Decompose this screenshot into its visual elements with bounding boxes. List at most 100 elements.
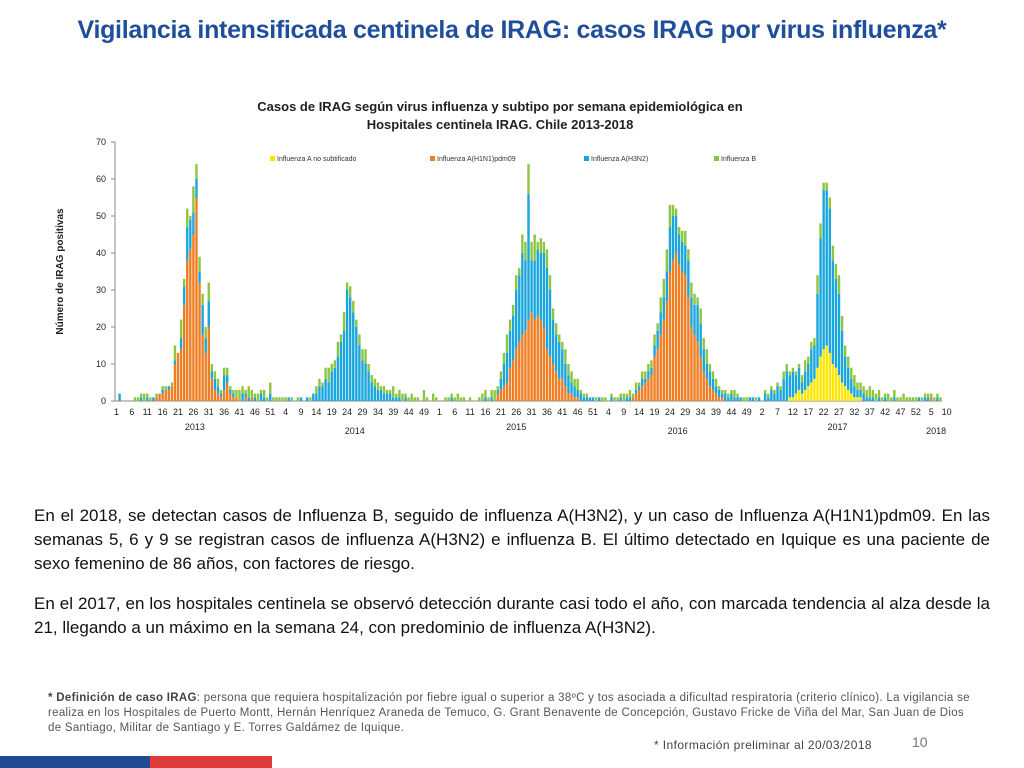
bar-segment-b xyxy=(570,371,573,383)
bar-segment-h3n2 xyxy=(324,378,327,401)
bar-segment-b xyxy=(616,397,619,401)
x-tick-label: 5 xyxy=(929,407,934,417)
bar-segment-b xyxy=(149,397,152,401)
chart-title-line-1: Casos de IRAG según virus influenza y su… xyxy=(257,99,743,114)
x-tick-label: 46 xyxy=(573,407,583,417)
bar-segment-b xyxy=(576,378,579,390)
legend-swatch-a_no_sub xyxy=(270,156,275,161)
bar-segment-h3n2 xyxy=(813,345,816,379)
bar-segment-h3n2 xyxy=(496,389,499,394)
bar-segment-b xyxy=(911,397,914,401)
bar-segment-h3n2 xyxy=(859,389,862,398)
x-tick-label: 19 xyxy=(650,407,660,417)
bar-segment-b xyxy=(416,397,420,401)
bar-segment-a_no_sub xyxy=(850,393,853,401)
x-tick-label: 2 xyxy=(760,407,765,417)
bar-segment-h3n2 xyxy=(693,304,696,335)
bar-segment-a_no_sub xyxy=(822,349,825,401)
bar-segment-b xyxy=(564,349,567,364)
bar-segment-h3n2 xyxy=(803,371,807,390)
bar-segment-h3n2 xyxy=(198,271,201,283)
bar-segment-h3n2 xyxy=(244,393,247,398)
bar-segment-h3n2 xyxy=(785,371,788,401)
bar-segment-h3n2 xyxy=(216,386,220,394)
bar-segment-h3n2 xyxy=(333,367,337,401)
bar-segment-h3n2 xyxy=(714,386,718,394)
paragraph-2018: En el 2018, se detectan casos de Influen… xyxy=(34,506,990,573)
bar-segment-b xyxy=(782,371,785,379)
bar-segment-h3n2 xyxy=(219,393,223,398)
bar-segment-b xyxy=(896,397,899,401)
x-tick-label: 39 xyxy=(711,407,721,417)
bar-segment-h3n2 xyxy=(641,378,644,387)
bar-segment-h1n1 xyxy=(192,234,195,401)
bar-segment-h1n1 xyxy=(702,371,705,401)
y-tick-label: 30 xyxy=(96,285,106,295)
bar-segment-a_no_sub xyxy=(810,382,813,401)
bar-segment-b xyxy=(905,397,908,401)
bar-segment-h3n2 xyxy=(862,393,865,401)
bar-segment-b xyxy=(601,397,604,401)
bar-segment-b xyxy=(551,308,555,320)
x-tick-label: 29 xyxy=(357,407,367,417)
bar-segment-b xyxy=(385,389,389,394)
bar-segment-h1n1 xyxy=(250,397,254,401)
bar-segment-h3n2 xyxy=(717,389,721,398)
y-tick-label: 10 xyxy=(96,359,106,369)
bar-segment-b xyxy=(874,393,878,401)
bar-segment-b xyxy=(422,389,426,401)
bar-segment-a_no_sub xyxy=(788,397,792,401)
x-tick-label: 11 xyxy=(465,407,474,417)
bar-segment-b xyxy=(779,386,782,390)
bar-segment-b xyxy=(871,389,875,398)
bar-segment-b xyxy=(727,393,730,398)
bar-segment-b xyxy=(213,371,217,379)
x-tick-label: 26 xyxy=(511,407,521,417)
bar-segment-a_no_sub xyxy=(847,389,850,401)
bar-segment-h3n2 xyxy=(773,393,776,401)
bar-segment-h1n1 xyxy=(647,378,650,401)
bar-segment-h3n2 xyxy=(118,393,121,401)
bar-segment-h3n2 xyxy=(868,397,871,401)
bar-segment-b xyxy=(290,397,293,401)
bar-segment-h3n2 xyxy=(853,386,856,398)
bar-segment-h3n2 xyxy=(299,397,303,401)
bar-segment-h3n2 xyxy=(146,397,149,401)
x-tick-label: 29 xyxy=(680,407,690,417)
legend-swatch-h3n2 xyxy=(584,156,589,161)
bar-segment-b xyxy=(435,397,438,401)
bar-segment-h3n2 xyxy=(321,386,324,401)
bar-segment-h3n2 xyxy=(499,378,503,390)
bar-segment-h3n2 xyxy=(800,382,804,394)
bar-segment-a_no_sub xyxy=(834,367,838,401)
x-tick-label: 34 xyxy=(696,407,706,417)
bar-segment-h3n2 xyxy=(840,330,844,383)
legend-label-h1n1: Influenza A(H1N1)pdm09 xyxy=(437,156,516,163)
bar-segment-h3n2 xyxy=(751,397,755,401)
bar-segment-h3n2 xyxy=(582,397,586,401)
bar-segment-h3n2 xyxy=(379,389,383,401)
bar-segment-b xyxy=(853,375,856,387)
bar-segment-b xyxy=(745,397,748,401)
bar-segment-h1n1 xyxy=(717,397,721,401)
bar-segment-b xyxy=(582,393,586,398)
bar-segment-h1n1 xyxy=(176,352,180,401)
bar-segment-b xyxy=(468,397,472,401)
bar-segment-b xyxy=(625,393,629,398)
footnote-label: * Definición de caso IRAG xyxy=(48,692,197,704)
page-number: 10 xyxy=(912,734,928,750)
bar-segment-h3n2 xyxy=(831,260,835,364)
bar-segment-h3n2 xyxy=(222,375,226,390)
bar-segment-h3n2 xyxy=(259,393,263,401)
bar-segment-b xyxy=(459,397,463,401)
bar-segment-b xyxy=(840,315,844,331)
bar-segment-b xyxy=(265,397,269,401)
bar-segment-h3n2 xyxy=(355,327,358,401)
bar-segment-h1n1 xyxy=(548,356,552,401)
bar-segment-h1n1 xyxy=(173,364,177,401)
bar-segment-b xyxy=(711,371,715,379)
bar-segment-h3n2 xyxy=(619,397,622,401)
bar-segment-h3n2 xyxy=(213,378,217,390)
bar-segment-b xyxy=(361,349,364,361)
x-tick-label: 1 xyxy=(114,407,119,417)
